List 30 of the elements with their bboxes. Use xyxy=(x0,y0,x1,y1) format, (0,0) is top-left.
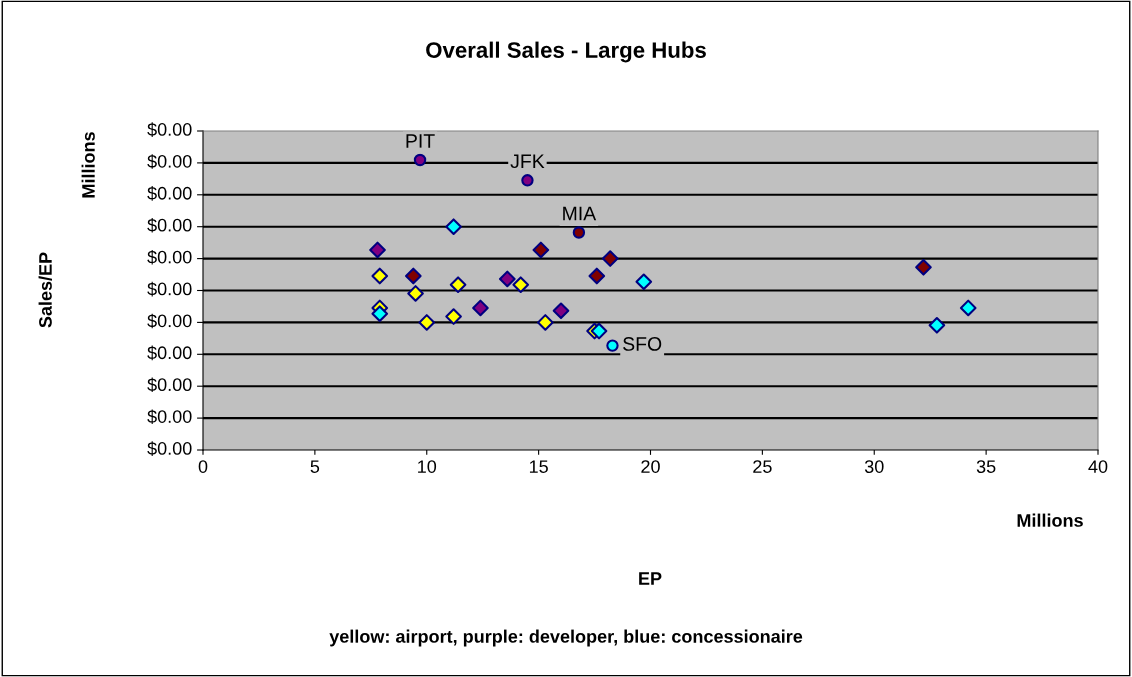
text: Millions xyxy=(81,132,95,198)
text: EP xyxy=(639,572,662,585)
x-tick-label: 5 xyxy=(310,460,320,473)
text: $0.00 xyxy=(147,281,192,297)
annotation: PIT xyxy=(406,134,435,148)
text: $0.00 xyxy=(147,154,192,169)
text: $0.00 xyxy=(147,377,192,393)
annotation: JFK xyxy=(510,154,545,169)
x-tick-label: 35 xyxy=(976,460,996,473)
text: yellow: airport, purple: developer, blue: concessionaire xyxy=(329,629,803,647)
text: $0.00 xyxy=(147,186,192,201)
x-tick-label: 25 xyxy=(753,460,772,473)
text: $0.00 xyxy=(147,249,192,265)
text: Sales/EP xyxy=(38,252,53,328)
x-tick-label: 30 xyxy=(864,460,884,473)
annotation: MIA xyxy=(563,206,597,221)
chart-title: Overall Sales - Large Hubs xyxy=(426,41,706,63)
text: $0.00 xyxy=(147,313,192,329)
text: $0.00 xyxy=(147,122,192,137)
text: $0.00 xyxy=(147,441,192,456)
text: Millions xyxy=(1017,513,1083,527)
x-tick-label: 40 xyxy=(1088,460,1108,473)
text: $0.00 xyxy=(147,218,192,233)
x-tick-label: 20 xyxy=(641,460,660,473)
text: $0.00 xyxy=(147,409,192,425)
annotation: SFO xyxy=(623,337,662,351)
x-tick-label: 0 xyxy=(198,460,208,473)
text: $0.00 xyxy=(147,345,192,361)
x-tick-label: 10 xyxy=(418,460,437,473)
x-tick-label: 15 xyxy=(529,460,548,473)
